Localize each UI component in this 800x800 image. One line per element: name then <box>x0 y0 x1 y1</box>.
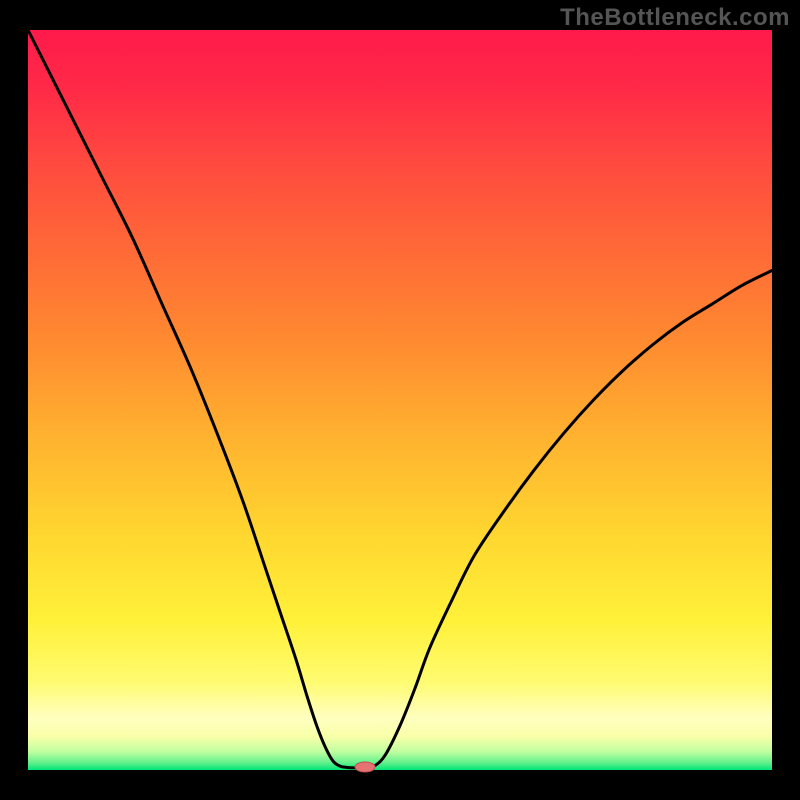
plot-background <box>28 30 772 770</box>
chart-container: { "watermark": "TheBottleneck.com", "cha… <box>0 0 800 800</box>
bottleneck-chart-svg <box>0 0 800 800</box>
optimal-point-marker <box>355 762 375 772</box>
watermark-text: TheBottleneck.com <box>560 4 790 32</box>
